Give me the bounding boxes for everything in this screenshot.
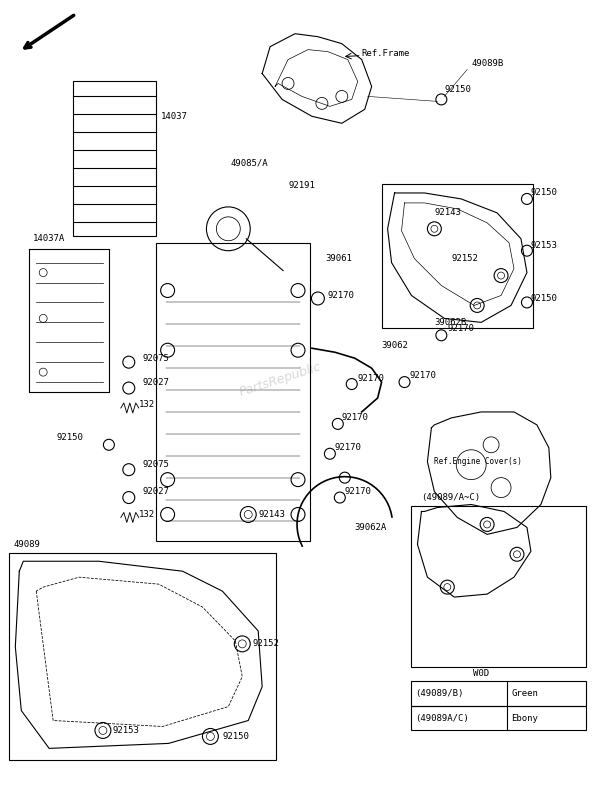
Text: 39062B: 39062B — [434, 318, 467, 327]
Text: Ebony: Ebony — [511, 714, 538, 722]
Text: 92150: 92150 — [56, 434, 83, 442]
Text: 92191: 92191 — [288, 182, 315, 190]
Text: 14037A: 14037A — [33, 234, 65, 243]
Text: PartsRepublic: PartsRepublic — [238, 361, 323, 399]
Text: 92170: 92170 — [358, 374, 385, 382]
Text: 92075: 92075 — [143, 354, 170, 362]
Text: 92170: 92170 — [409, 370, 436, 380]
Text: 92143: 92143 — [258, 510, 285, 519]
Text: 92027: 92027 — [143, 487, 170, 496]
Text: 49089: 49089 — [13, 540, 40, 549]
Text: 49089B: 49089B — [471, 59, 503, 68]
Text: 132: 132 — [139, 510, 155, 519]
Text: 132: 132 — [139, 401, 155, 410]
Text: 92170: 92170 — [345, 487, 371, 496]
Text: Green: Green — [511, 689, 538, 698]
Text: W0D: W0D — [473, 670, 489, 678]
Text: 92075: 92075 — [143, 460, 170, 469]
Text: 92170: 92170 — [328, 291, 355, 300]
Text: (49089/B): (49089/B) — [415, 689, 464, 698]
Text: Ref.Frame: Ref.Frame — [362, 49, 410, 58]
Text: 92150: 92150 — [445, 85, 471, 94]
Text: 39062A: 39062A — [355, 523, 387, 532]
Text: 92027: 92027 — [143, 378, 170, 386]
Text: (49089/A~C): (49089/A~C) — [421, 493, 481, 502]
Text: 92170: 92170 — [335, 443, 362, 452]
Text: (49089A/C): (49089A/C) — [415, 714, 469, 722]
Text: 49085/A: 49085/A — [230, 158, 268, 168]
Text: 92150: 92150 — [223, 732, 249, 741]
Text: 92152: 92152 — [451, 254, 478, 263]
Text: 39061: 39061 — [325, 254, 352, 263]
Text: 92143: 92143 — [434, 208, 461, 218]
Text: 92170: 92170 — [448, 324, 474, 333]
Text: 92170: 92170 — [342, 414, 368, 422]
Text: 14037: 14037 — [161, 112, 188, 121]
Text: 92153: 92153 — [531, 242, 558, 250]
Text: 92152: 92152 — [252, 639, 279, 648]
Text: 92150: 92150 — [531, 294, 558, 303]
Text: 92150: 92150 — [531, 189, 558, 198]
Text: Ref.Engine Cover(s): Ref.Engine Cover(s) — [434, 458, 522, 466]
Text: 92153: 92153 — [113, 726, 140, 735]
Text: 39062: 39062 — [382, 341, 409, 350]
